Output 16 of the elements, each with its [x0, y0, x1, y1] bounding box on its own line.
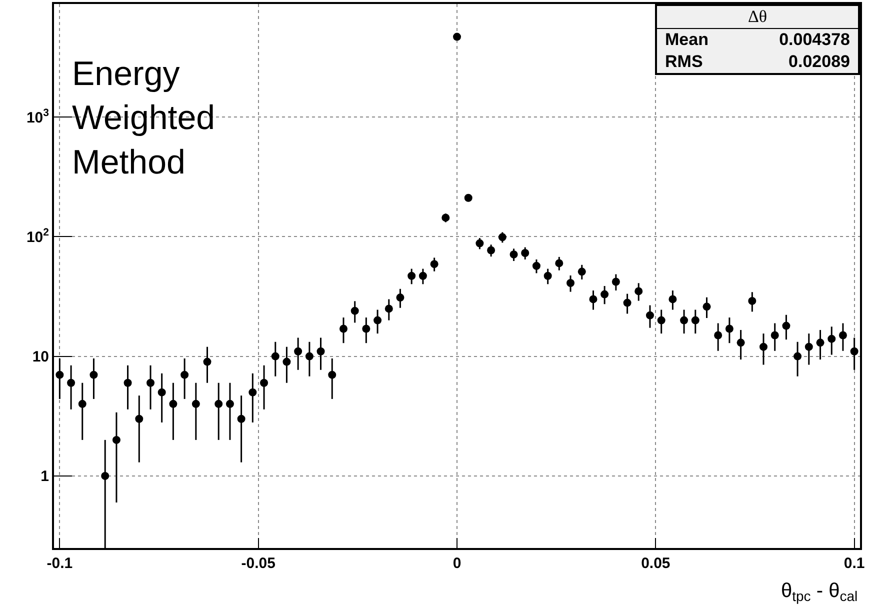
y-tick-label: 10$^{3}$	[26, 106, 50, 126]
annotation: Mean	[665, 29, 708, 51]
x-tick-label: -0.1	[46, 555, 73, 572]
annotation: 0.004378	[779, 29, 850, 51]
annotation: 0.02089	[788, 51, 850, 73]
annotation: Energy Weighted Method	[72, 55, 216, 182]
y-tick-label: 10	[32, 348, 49, 366]
y-tick-label: 10$^{2}$	[26, 226, 50, 246]
x-tick-label: -0.05	[241, 555, 276, 572]
x-tick-label: 0.1	[844, 555, 865, 572]
y-tick-label: 1	[40, 468, 49, 486]
x-tick-label: 0.05	[641, 555, 670, 572]
annotation: Δθ	[657, 6, 858, 29]
x-axis-title: θ$_{tpc}$ - θ$_{cal}$	[781, 580, 858, 604]
x-tick-label: 0	[452, 555, 462, 572]
annotation: RMS	[665, 51, 703, 73]
